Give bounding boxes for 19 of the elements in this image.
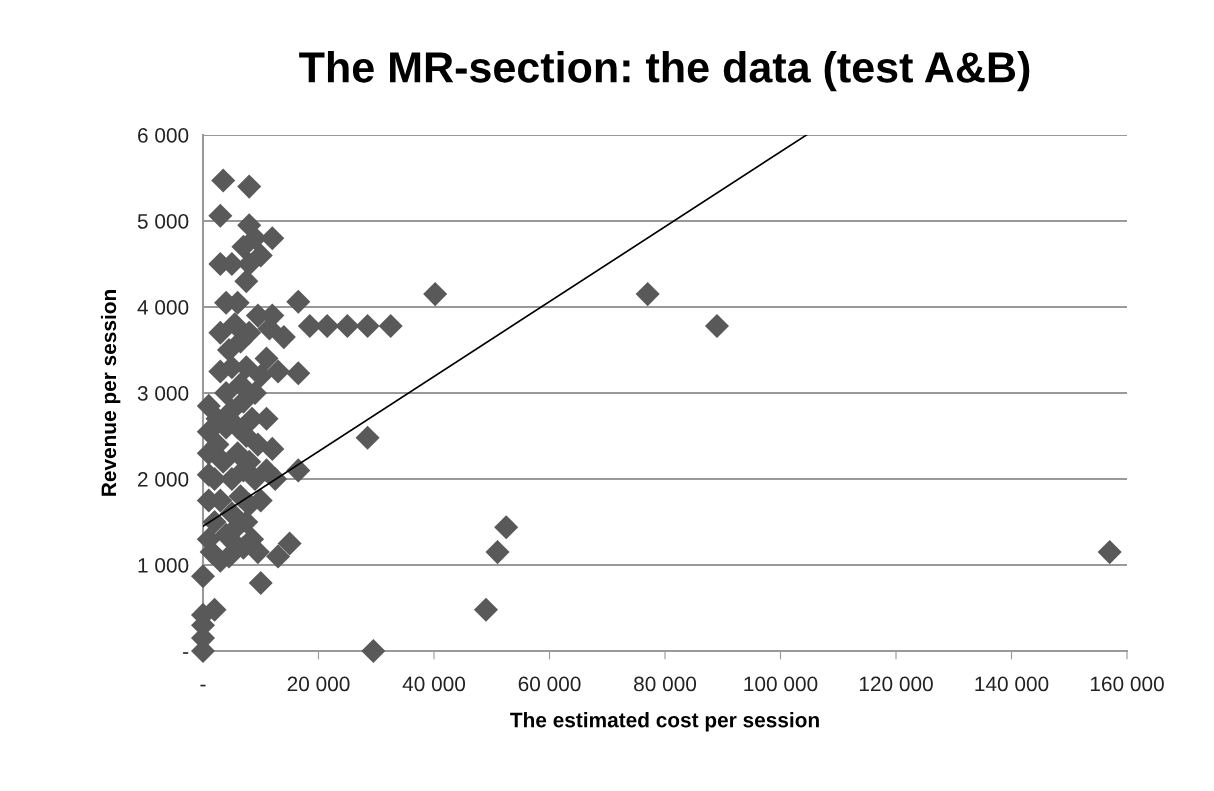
x-axis-title: The estimated cost per session <box>510 712 819 732</box>
chart-title: The MR-section: the data (test A&B) <box>299 51 1030 92</box>
y-tick-label: 5 000 <box>137 214 189 229</box>
y-tick-label: 4 000 <box>137 300 189 315</box>
x-tick-label: 140 000 <box>975 676 1049 692</box>
x-tick-label: 120 000 <box>859 676 933 692</box>
y-tick-label: - <box>183 652 189 654</box>
x-tick-label: 100 000 <box>744 676 818 692</box>
y-tick-label: 6 000 <box>138 128 189 143</box>
x-tick-label: 60 000 <box>518 676 581 692</box>
y-axis-title: Revenue per session <box>100 290 121 496</box>
x-tick-label: 80 000 <box>634 676 697 692</box>
x-tick-label: 160 000 <box>1090 676 1164 692</box>
x-tick-label: 20 000 <box>287 676 350 692</box>
x-tick-label: 40 000 <box>402 676 466 692</box>
x-tick-label: - <box>200 684 206 687</box>
y-tick-label: 3 000 <box>137 386 189 401</box>
y-tick-label: 1 000 <box>138 558 189 573</box>
y-tick-label: 2 000 <box>138 472 189 487</box>
